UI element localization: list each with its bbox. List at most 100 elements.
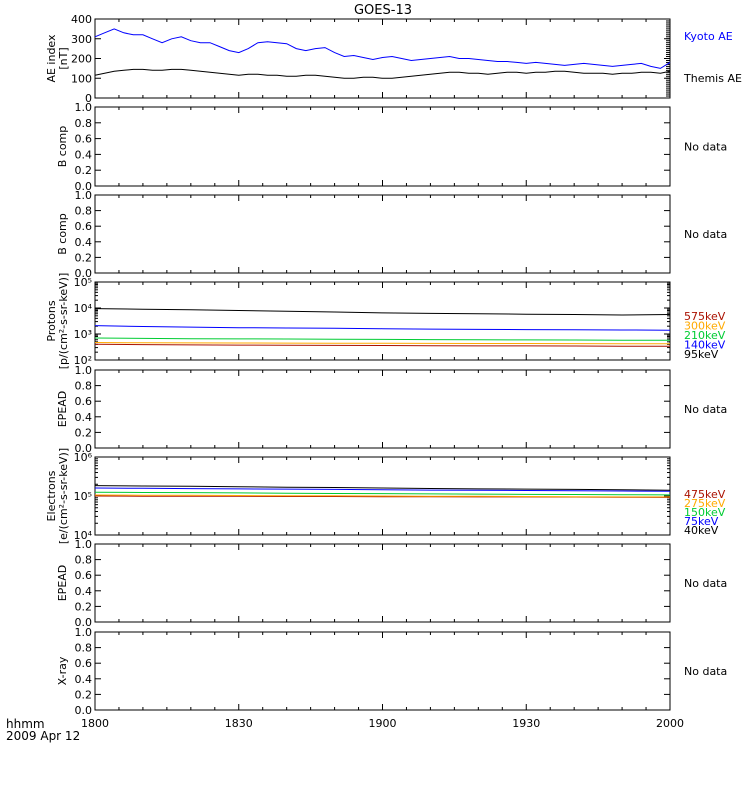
legend-label: 150keV bbox=[684, 506, 726, 519]
y-tick-label: 0.8 bbox=[75, 380, 93, 393]
series-line-75kev bbox=[94, 487, 671, 492]
legend-label: 575keV bbox=[684, 310, 726, 323]
y-tick-label: 10⁵ bbox=[74, 490, 92, 503]
time-units-label: hhmm bbox=[6, 717, 45, 731]
y-tick-label: 200 bbox=[71, 53, 92, 66]
y-tick-label: 0.8 bbox=[75, 642, 93, 655]
series-line-575kev bbox=[94, 343, 670, 347]
y-tick-label: 0.2 bbox=[75, 600, 93, 613]
y-tick-label: 1.0 bbox=[75, 101, 93, 114]
legend-label: 140keV bbox=[684, 339, 726, 352]
y-tick-label: 0 bbox=[85, 92, 92, 105]
panel-frame bbox=[94, 543, 671, 623]
x-tick-label: 1900 bbox=[369, 717, 397, 730]
y-tick-label: 0.4 bbox=[75, 236, 93, 249]
legend-label: 210keV bbox=[684, 329, 726, 342]
y-axis-label: B comp bbox=[56, 126, 69, 168]
y-tick-label: 1.0 bbox=[75, 364, 93, 377]
panel-frame bbox=[94, 369, 671, 449]
y-tick-label: 0.0 bbox=[75, 704, 93, 717]
panel-1: 0 100 200 300 400 AE index [nT] Kyoto AE Themis … bbox=[45, 13, 742, 105]
y-axis-label: X-ray bbox=[56, 656, 69, 685]
panel-8: 0.0 0.2 0.4 0.6 0.8 1.0 X-ray No data bbox=[56, 626, 727, 717]
legend-label: 40keV bbox=[684, 524, 719, 537]
time-axis: 1800 1830 1900 1930 2000 bbox=[81, 717, 684, 730]
y-tick-label: 0.2 bbox=[75, 426, 93, 439]
legend-label: 475keV bbox=[684, 488, 726, 501]
no-data-label: No data bbox=[684, 403, 727, 416]
panel-7: 0.0 0.2 0.4 0.6 0.8 1.0 EPEAD No data bbox=[56, 538, 727, 629]
y-tick-label: 0.2 bbox=[75, 164, 93, 177]
y-tick-label: 0.2 bbox=[75, 688, 93, 701]
series-line-300kev bbox=[94, 342, 670, 345]
y-tick-label: 10³ bbox=[74, 328, 92, 341]
legend-label: 75keV bbox=[684, 515, 719, 528]
y-tick-label: 0.8 bbox=[75, 554, 93, 567]
panel-3: 0.0 0.2 0.4 0.6 0.8 1.0 B comp No data bbox=[56, 189, 727, 280]
y-tick-label: 0.0 bbox=[75, 180, 93, 193]
y-axis-label: B comp bbox=[56, 213, 69, 255]
y-tick-label: 0.6 bbox=[75, 220, 93, 233]
no-data-label: No data bbox=[684, 665, 727, 678]
y-tick-label: 0.8 bbox=[75, 117, 93, 130]
series-line-210kev bbox=[94, 337, 670, 341]
legend-label: Kyoto AE bbox=[684, 30, 733, 43]
legend-label: 275keV bbox=[684, 497, 726, 510]
x-tick-label: 1830 bbox=[225, 717, 253, 730]
series-line-275kev bbox=[94, 494, 670, 498]
y-tick-label: 0.4 bbox=[75, 148, 93, 161]
series-line-40kev bbox=[94, 485, 671, 491]
y-tick-label: 10² bbox=[74, 354, 92, 367]
x-tick-label: 1930 bbox=[512, 717, 540, 730]
y-tick-label: 1.0 bbox=[75, 189, 93, 202]
panel-frame bbox=[94, 631, 671, 711]
y-axis-label: EPEAD bbox=[56, 391, 69, 428]
series-line-95kev bbox=[94, 308, 671, 316]
y-tick-label: 0.8 bbox=[75, 205, 93, 218]
panel-4: 10² 10³ 10⁴ 10⁵ Protons [p/(cm²-s-sr-keV)] 575… bbox=[45, 273, 726, 370]
no-data-label: No data bbox=[684, 141, 727, 154]
y-tick-label: 10⁵ bbox=[74, 276, 92, 289]
y-tick-label: 1.0 bbox=[75, 626, 93, 639]
y-axis-label: EPEAD bbox=[56, 565, 69, 602]
y-tick-label: 0.0 bbox=[75, 267, 93, 280]
y-tick-label: 0.4 bbox=[75, 673, 93, 686]
legend-label: 300keV bbox=[684, 320, 726, 333]
y-tick-label: 0.4 bbox=[75, 585, 93, 598]
y-axis-label: AE index bbox=[45, 34, 58, 83]
panel-6: 10⁴ 10⁵ 10⁶ Electrons [e/(cm²-s-sr-keV)] 475k… bbox=[45, 448, 726, 544]
panel-2: 0.0 0.2 0.4 0.6 0.8 1.0 B comp No data bbox=[56, 101, 727, 193]
y-tick-label: 0.6 bbox=[75, 657, 93, 670]
y-tick-label: 100 bbox=[71, 72, 92, 85]
y-tick-label: 0.6 bbox=[75, 569, 93, 582]
legend-label: Themis AE bbox=[683, 72, 742, 85]
y-tick-label: 0.0 bbox=[75, 616, 93, 629]
x-tick-label: 1800 bbox=[81, 717, 109, 730]
y-tick-label: 10⁴ bbox=[74, 529, 93, 542]
panel-frame bbox=[94, 281, 671, 361]
no-data-label: No data bbox=[684, 577, 727, 590]
panel-frame bbox=[94, 194, 671, 274]
date-label: 2009 Apr 12 bbox=[6, 729, 80, 743]
y-axis-label: [p/(cm²-s-sr-keV)] bbox=[57, 273, 70, 370]
y-axis-label: [e/(cm²-s-sr-keV)] bbox=[57, 448, 70, 544]
y-tick-label: 300 bbox=[71, 33, 92, 46]
y-axis-label: [nT] bbox=[57, 47, 70, 69]
x-tick-label: 2000 bbox=[656, 717, 684, 730]
panel-frame bbox=[94, 18, 671, 99]
series-line-kyoto-ae bbox=[94, 28, 671, 69]
y-tick-label: 10⁶ bbox=[74, 451, 93, 464]
legend-label: 95keV bbox=[684, 348, 719, 361]
series-line-150kev bbox=[94, 491, 671, 496]
panel-5: 0.0 0.2 0.4 0.6 0.8 1.0 EPEAD No data bbox=[56, 364, 727, 455]
y-axis-label: Protons bbox=[45, 300, 58, 341]
y-tick-label: 0.6 bbox=[75, 395, 93, 408]
panels-group: 0 100 200 300 400 AE index [nT] Kyoto AE Themis … bbox=[45, 13, 742, 730]
y-axis-label: Electrons bbox=[45, 470, 58, 521]
chart-title: GOES-13 bbox=[354, 3, 412, 18]
series-line-140kev bbox=[94, 325, 671, 331]
y-tick-label: 0.6 bbox=[75, 133, 93, 146]
no-data-label: No data bbox=[684, 228, 727, 241]
